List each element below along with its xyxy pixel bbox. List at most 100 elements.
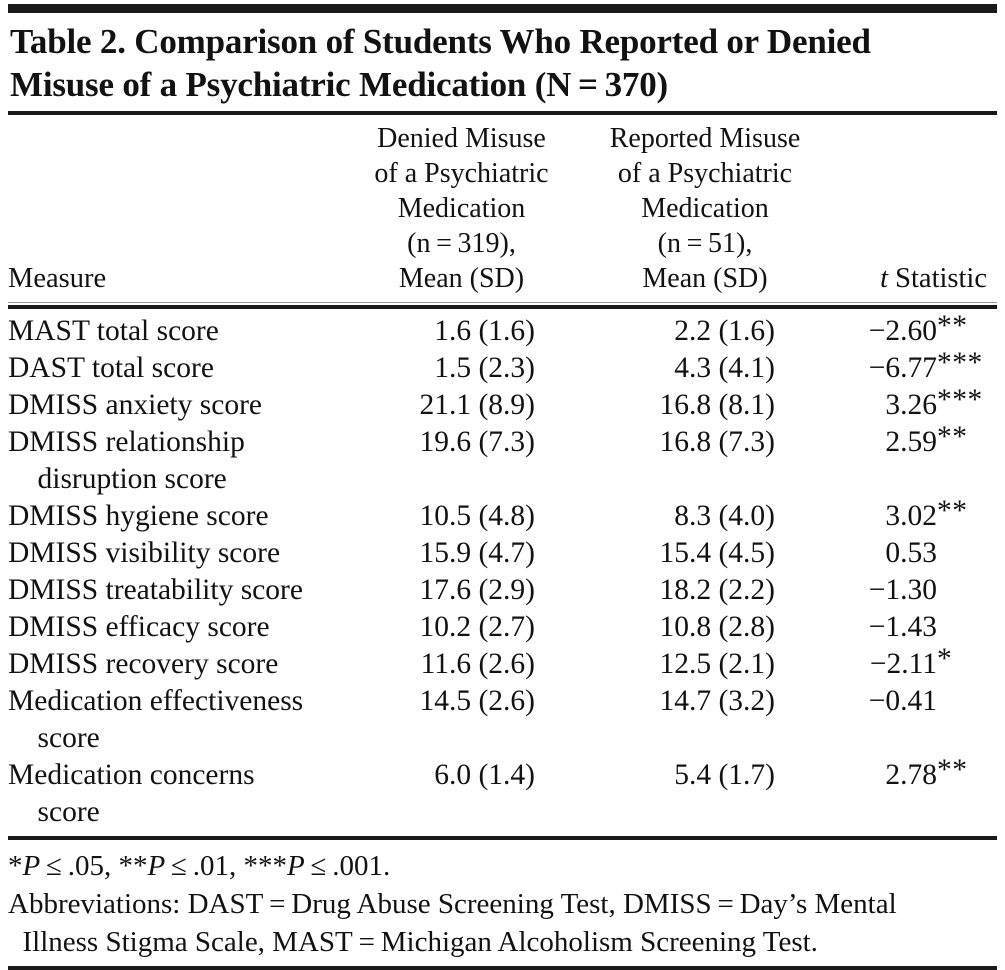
t-statistic-cell: −2.60 **: [793, 310, 997, 350]
abbreviations-note: Abbreviations: DAST = Drug Abuse Screeni…: [8, 888, 897, 958]
denied-mean-cell: 19.6 (7.3): [419, 426, 535, 458]
t-symbol: t: [880, 263, 889, 294]
header-denied-misuse: Denied Misuse of a Psychiatric Medicatio…: [374, 123, 549, 294]
reported-mean-cell: 16.8 (7.3): [659, 426, 775, 458]
table-row: Medication concerns score 6.0 (1.4) 5.4 …: [8, 754, 997, 831]
t-value: −0.41: [868, 685, 937, 717]
table-row: DMISS treatability score 17.6 (2.9) 18.2…: [8, 572, 997, 609]
p-symbol: P: [22, 850, 41, 882]
header-reported-misuse: Reported Misuse of a Psychiatric Medicat…: [609, 123, 801, 294]
t-value: 3.02: [885, 500, 937, 532]
t-statistic-cell: 2.59 **: [793, 421, 997, 461]
reported-mean-cell: 4.3 (4.1): [674, 352, 775, 384]
table-row: DMISS visibility score 15.9 (4.7) 15.4 (…: [8, 535, 997, 572]
t-value: 2.78: [885, 759, 937, 791]
t-value: −2.60: [868, 315, 937, 347]
reported-mean-cell: 5.4 (1.7): [674, 759, 775, 791]
measure-cell: DAST total score: [8, 352, 214, 384]
denied-mean-cell: 10.5 (4.8): [419, 500, 535, 532]
t-statistic-cell: 3.02 **: [793, 495, 997, 535]
reported-mean-cell: 14.7 (3.2): [659, 685, 775, 717]
reported-mean-cell: 10.8 (2.8): [659, 611, 775, 643]
t-statistic-cell: −6.77 ***: [793, 347, 997, 387]
table-row: DMISS anxiety score 21.1 (8.9) 16.8 (8.1…: [8, 384, 997, 424]
t-value: −6.77: [868, 352, 937, 384]
measure-cell: DMISS hygiene score: [8, 500, 269, 532]
t-value: 2.59: [885, 426, 937, 458]
sig-threshold: ≤ .05,: [40, 850, 119, 882]
t-statistic-cell: −1.30: [793, 572, 997, 609]
significance-stars: **: [937, 495, 968, 527]
top-rule: [8, 4, 997, 13]
table-header-row: Measure Denied Misuse of a Psychiatric M…: [8, 115, 997, 302]
bottom-rule: [8, 966, 997, 970]
star-symbol: *: [8, 850, 23, 882]
table-row: DMISS hygiene score 10.5 (4.8) 8.3 (4.0)…: [8, 495, 997, 535]
reported-mean-cell: 15.4 (4.5): [659, 537, 775, 569]
reported-mean-cell: 16.8 (8.1): [659, 389, 775, 421]
denied-mean-cell: 11.6 (2.6): [420, 648, 535, 680]
header-rule-thin: [8, 302, 997, 303]
significance-stars: [937, 678, 987, 715]
denied-mean-cell: 14.5 (2.6): [419, 685, 535, 717]
table-row: MAST total score 1.6 (1.6) 2.2 (1.6) −2.…: [8, 310, 997, 350]
table-title: Table 2. Comparison of Students Who Repo…: [10, 22, 871, 104]
sig-threshold: ≤ .001.: [304, 850, 391, 882]
measure-cell: DMISS relationship disruption score: [8, 426, 245, 495]
denied-mean-cell: 10.2 (2.7): [419, 611, 535, 643]
reported-mean-cell: 18.2 (2.2): [659, 574, 775, 606]
significance-stars: *: [937, 643, 953, 675]
measure-cell: DMISS anxiety score: [8, 389, 262, 421]
t-value: 0.53: [885, 537, 937, 569]
header-rule-thick: [8, 305, 997, 309]
t-statistic-cell: −2.11 *: [793, 643, 997, 683]
significance-stars: **: [937, 421, 968, 453]
measure-cell: MAST total score: [8, 315, 219, 347]
t-statistic-cell: 2.78 **: [793, 754, 997, 794]
t-value: −1.30: [868, 574, 937, 606]
t-value: −1.43: [868, 611, 937, 643]
denied-mean-cell: 1.5 (2.3): [434, 352, 535, 384]
measure-cell: DMISS treatability score: [8, 574, 303, 606]
measure-cell: Medication concerns score: [8, 759, 255, 828]
denied-mean-cell: 6.0 (1.4): [434, 759, 535, 791]
table-row: DAST total score 1.5 (2.3) 4.3 (4.1) −6.…: [8, 347, 997, 387]
statistic-label: Statistic: [888, 263, 987, 294]
header-t-statistic: t Statistic: [825, 261, 997, 296]
header-measure: Measure: [8, 263, 107, 294]
measure-cell: DMISS recovery score: [8, 648, 279, 680]
table-row: DMISS relationship disruption score 19.6…: [8, 421, 997, 498]
denied-mean-cell: 21.1 (8.9): [419, 389, 535, 421]
p-symbol: P: [147, 850, 166, 882]
table-row: Medication effectiveness score 14.5 (2.6…: [8, 683, 997, 757]
measure-cell: Medication effectiveness score: [8, 685, 304, 754]
footnotes: *P ≤ .05, **P ≤ .01, ***P ≤ .001. Abbrev…: [8, 840, 997, 961]
table-figure: Table 2. Comparison of Students Who Repo…: [0, 4, 1005, 970]
denied-mean-cell: 17.6 (2.9): [419, 574, 535, 606]
t-value: −2.11: [869, 648, 937, 680]
p-symbol: P: [287, 850, 305, 882]
t-statistic-cell: 0.53: [793, 535, 997, 572]
significance-stars: [937, 530, 987, 567]
table-row: DMISS efficacy score 10.2 (2.7) 10.8 (2.…: [8, 609, 997, 646]
significance-stars: **: [937, 310, 968, 342]
t-value: 3.26: [885, 389, 937, 421]
reported-mean-cell: 8.3 (4.0): [674, 500, 775, 532]
sig-threshold: ≤ .01,: [165, 850, 244, 882]
significance-stars: ***: [937, 347, 983, 379]
star-symbol: ***: [243, 850, 288, 882]
measure-cell: DMISS efficacy score: [8, 611, 270, 643]
significance-note: *P ≤ .05, **P ≤ .01, ***P ≤ .001.: [8, 847, 997, 885]
significance-stars: **: [937, 754, 968, 786]
measure-cell: DMISS visibility score: [8, 537, 281, 569]
denied-mean-cell: 1.6 (1.6): [434, 315, 535, 347]
significance-stars: ***: [937, 384, 983, 416]
significance-stars: [937, 567, 987, 604]
t-statistic-cell: 3.26 ***: [793, 384, 997, 424]
table-row: DMISS recovery score 11.6 (2.6) 12.5 (2.…: [8, 643, 997, 683]
reported-mean-cell: 2.2 (1.6): [674, 315, 775, 347]
table-body: MAST total score 1.6 (1.6) 2.2 (1.6) −2.…: [8, 309, 997, 831]
t-statistic-cell: −1.43: [793, 609, 997, 646]
significance-stars: [937, 604, 987, 641]
title-rule: [8, 111, 997, 115]
